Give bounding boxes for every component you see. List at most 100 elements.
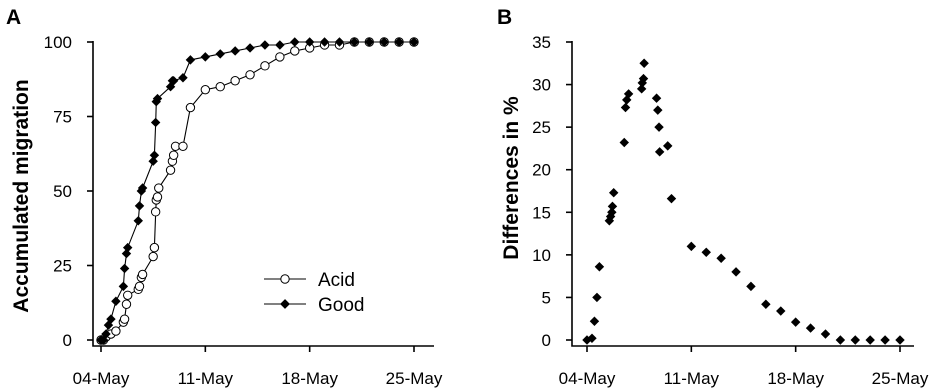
- data-point-good: [304, 37, 315, 47]
- data-point-acid: [154, 183, 164, 193]
- panel-a-label: A: [6, 6, 21, 29]
- data-point-difference: [731, 267, 741, 277]
- panel-b-y-tick-label: 20: [532, 161, 551, 180]
- series-good: [96, 37, 419, 345]
- panel-b-y-tick-label: 0: [542, 331, 551, 350]
- data-point-acid: [178, 141, 188, 152]
- panel-b-y-tick-label: 30: [532, 76, 551, 95]
- data-point-acid: [123, 290, 133, 300]
- panel-a-y-tick-label: 75: [53, 108, 72, 127]
- data-point-good: [134, 201, 145, 211]
- data-point-good: [215, 49, 225, 59]
- panel-b-label: B: [497, 6, 512, 29]
- data-point-difference: [639, 58, 649, 69]
- panel-a-y-axis-title: Accumulated migration: [10, 79, 33, 312]
- panel-a-x-tick-label: 04-May: [73, 369, 130, 388]
- data-point-difference: [701, 247, 711, 258]
- data-point-good: [260, 40, 270, 50]
- data-point-good: [364, 37, 375, 47]
- data-point-difference: [746, 281, 756, 292]
- data-point-good: [118, 281, 129, 292]
- data-point-good: [133, 216, 143, 226]
- data-point-good: [168, 76, 179, 86]
- data-point-good: [409, 37, 419, 47]
- data-point-difference: [654, 147, 665, 157]
- data-point-difference: [623, 89, 634, 99]
- data-point-good: [394, 37, 404, 47]
- data-point-difference: [587, 333, 597, 344]
- data-point-difference: [636, 84, 647, 94]
- data-point-acid: [200, 84, 211, 95]
- legend-acid-marker: [280, 274, 290, 284]
- data-point-difference: [820, 329, 831, 339]
- data-point-good: [152, 93, 163, 104]
- legend-good-label: Good: [318, 295, 364, 316]
- data-point-good: [245, 43, 255, 53]
- panel-a-x-tick-label: 25-May: [386, 369, 443, 388]
- panel-b: B Differences in % 04-May 11-May 18-May 25-…: [497, 6, 929, 388]
- data-point-acid: [134, 281, 145, 292]
- data-point-acid: [185, 102, 196, 113]
- data-point-good: [103, 320, 114, 330]
- data-point-acid: [290, 46, 300, 56]
- data-point-acid: [150, 207, 161, 217]
- data-point-good: [101, 329, 111, 339]
- panel-a-x-tick-label: 18-May: [281, 369, 338, 388]
- panel-b-y-tick-label: 10: [532, 246, 551, 265]
- data-point-acid: [152, 192, 163, 202]
- data-point-difference: [895, 335, 905, 345]
- panel-b-y-tick-label: 25: [532, 118, 551, 137]
- data-point-difference: [607, 207, 617, 218]
- panel-a-x-tick-label: 11-May: [178, 369, 234, 388]
- data-point-difference: [619, 137, 629, 148]
- panel-b-y-axis-title: Differences in %: [500, 96, 523, 260]
- legend-good-marker: [280, 299, 290, 309]
- panel-b-y-tick-label: 35: [532, 33, 551, 52]
- data-point-good: [121, 248, 132, 259]
- data-point-difference: [663, 141, 673, 151]
- data-point-acid: [245, 70, 255, 80]
- data-point-acid: [148, 251, 158, 262]
- data-point-difference: [594, 262, 605, 272]
- data-point-difference: [654, 122, 664, 132]
- data-point-good: [379, 37, 389, 47]
- data-point-good: [200, 52, 211, 62]
- panel-b-axes: [571, 41, 914, 347]
- data-point-good: [185, 55, 196, 65]
- data-point-difference: [790, 317, 801, 327]
- panel-a-y-tick-label: 25: [53, 257, 72, 276]
- panel-a-y-tick-label: 50: [53, 182, 72, 201]
- data-point-difference: [805, 323, 816, 333]
- panel-b-x-tick-label: 18-May: [767, 369, 824, 388]
- data-point-good: [178, 73, 188, 83]
- data-point-difference: [835, 335, 846, 345]
- data-point-good: [290, 37, 300, 47]
- data-point-acid: [165, 165, 176, 175]
- data-point-difference: [592, 292, 602, 303]
- data-point-difference: [686, 241, 697, 252]
- data-point-acid: [111, 326, 121, 336]
- panel-b-y-tick-label: 15: [532, 203, 551, 222]
- panel-b-x-tick-label: 25-May: [872, 369, 929, 388]
- panel-a-y-tick-label: 0: [63, 331, 72, 350]
- data-point-difference: [850, 335, 861, 345]
- panel-b-x-tick-label: 11-May: [664, 369, 720, 388]
- panel-b-x-tick-label: 04-May: [559, 369, 616, 388]
- data-point-acid: [119, 314, 130, 324]
- data-point-good: [319, 37, 330, 47]
- data-point-acid: [137, 269, 148, 280]
- panel-a: A Accumulated migration 04-May 11-May 18-M…: [6, 6, 443, 388]
- data-point-difference: [666, 193, 677, 204]
- data-point-good: [165, 81, 176, 92]
- data-point-acid: [149, 242, 160, 253]
- data-point-good: [148, 156, 158, 166]
- data-point-difference: [865, 335, 875, 345]
- panel-a-y-tick-label: 100: [44, 33, 72, 52]
- data-point-acid: [168, 150, 179, 160]
- data-point-acid: [260, 61, 270, 71]
- data-point-difference: [589, 316, 600, 326]
- legend-acid-label: Acid: [318, 270, 355, 291]
- data-point-difference: [620, 102, 631, 113]
- data-point-difference: [608, 187, 619, 198]
